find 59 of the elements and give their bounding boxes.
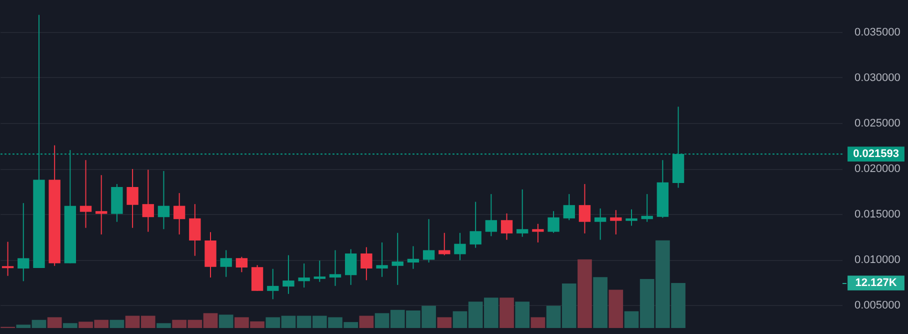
ref-line-label: 0.021593: [853, 148, 899, 160]
y-tick-label: 0.015000: [854, 208, 900, 221]
candlestick: [2, 241, 14, 276]
bar: [530, 317, 546, 328]
candlestick: [220, 250, 232, 278]
candlestick: [314, 260, 326, 282]
candlestick: [251, 264, 264, 292]
y-tick-label: 0.030000: [854, 72, 900, 84]
candlestick: [282, 254, 294, 294]
candlestick: [532, 223, 544, 243]
candlestick: [158, 170, 170, 230]
y2-tick-label: 12.127K: [855, 277, 897, 290]
candlestick: [626, 208, 638, 226]
candlestick: [578, 184, 591, 234]
candlestick: [470, 201, 482, 248]
candlestick: [344, 248, 357, 286]
bar: [500, 298, 514, 328]
bar: [437, 317, 452, 328]
bar: [110, 320, 124, 328]
candlestick: [329, 250, 342, 286]
candlestick: [454, 232, 466, 261]
candlestick: [376, 242, 388, 278]
bar: [156, 323, 171, 328]
candlestick: [516, 188, 528, 238]
candlestick: [236, 256, 248, 273]
y-tick-label: 0.025000: [854, 118, 900, 130]
candlestick: [485, 194, 498, 237]
candlestick: [267, 268, 279, 300]
y-tick-label: 0.035000: [854, 26, 900, 38]
candlestick: [126, 168, 138, 228]
candlestick: [438, 232, 450, 256]
bar: [593, 277, 608, 328]
candlestick: [548, 210, 560, 234]
candlestick: [422, 218, 435, 263]
bar: [578, 259, 592, 328]
y-tick-label: 0.010000: [854, 254, 900, 266]
bar: [218, 314, 234, 328]
candlestick: [594, 208, 606, 240]
candlestick: [610, 210, 622, 235]
candlestick: [189, 204, 201, 256]
y-tick-label: 0.005000: [854, 300, 900, 312]
candlestick: [80, 160, 92, 228]
candlestick: [392, 232, 404, 286]
candlestick: [500, 212, 513, 240]
bar: [608, 290, 624, 328]
candlestick: [563, 194, 575, 221]
y-tick-label: 0.020000: [854, 163, 900, 176]
candlestick: [641, 194, 653, 222]
bar: [359, 316, 374, 328]
candlestick: [18, 202, 30, 282]
candlestick: [142, 169, 154, 232]
candlestick: [96, 174, 108, 235]
bar: [515, 302, 530, 328]
bar: [47, 317, 62, 328]
bar: [62, 323, 78, 328]
candlestick: [298, 262, 310, 288]
candlestick: [360, 246, 372, 281]
candlestick: [407, 246, 420, 270]
candlestick: [173, 192, 186, 235]
